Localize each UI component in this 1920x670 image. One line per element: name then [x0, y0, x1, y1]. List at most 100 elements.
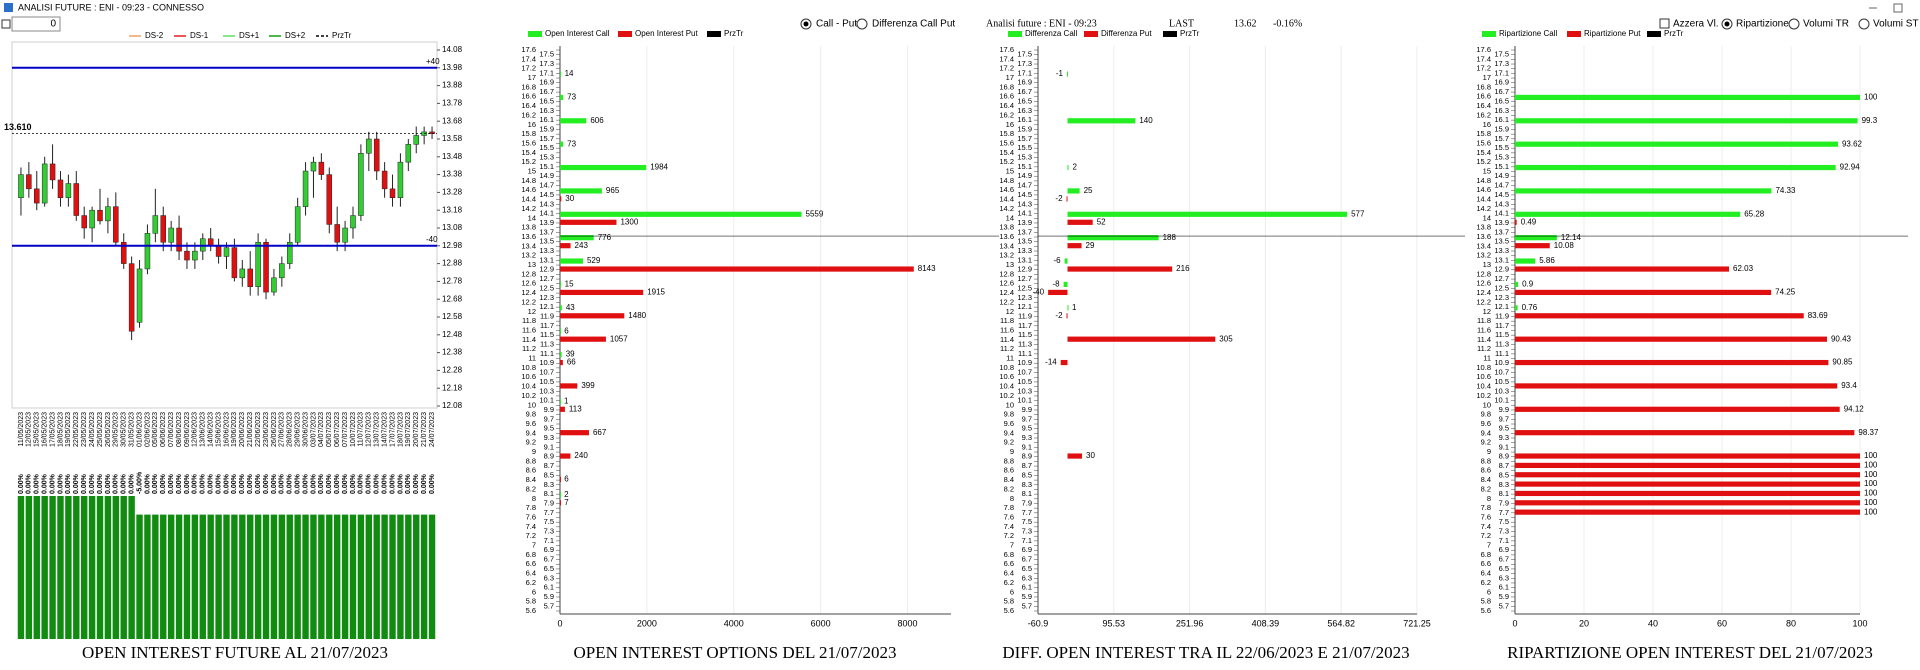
y-tick-label: 10: [528, 400, 536, 409]
radio-volumi-tr[interactable]: [1788, 18, 1800, 30]
maximize-button[interactable]: [1893, 3, 1903, 13]
x-tick-label: 24/05/2023: [89, 412, 96, 447]
oi-bar: [88, 496, 96, 639]
y-tick-label: 14.6: [999, 185, 1014, 194]
value-input[interactable]: [11, 16, 61, 32]
y-tick-label: 15.2: [1476, 157, 1491, 166]
y-tick-label: 12.9: [1494, 265, 1509, 274]
chart-title: OPEN INTEREST OPTIONS DEL 21/07/2023: [574, 643, 897, 662]
y-tick-label: 8.2: [1481, 484, 1491, 493]
y-tick-label: 14: [528, 213, 536, 222]
change-label: 0.00%: [366, 473, 373, 494]
radio-label[interactable]: Call - Put: [816, 19, 857, 30]
radio-label[interactable]: Volumi TR: [1803, 19, 1849, 30]
y-tick-label: 10.2: [999, 391, 1014, 400]
value-label: 93.4: [1841, 381, 1857, 390]
y-tick-label: 12.9: [539, 265, 554, 274]
y-tick-label: 15: [1483, 167, 1491, 176]
y-tick-label: 7.9: [1499, 498, 1509, 507]
change-label: 0.00%: [255, 473, 262, 494]
y-tick-label: 12: [1483, 307, 1491, 316]
x-tick-label: 30/06/2023: [302, 412, 309, 447]
y-tick-label: 9.4: [1481, 428, 1491, 437]
y-tick-label: 15.8: [521, 129, 536, 138]
value-label: 30: [1086, 451, 1095, 460]
y-tick-label: 17.6: [521, 45, 536, 54]
x-tick-label: 15/06/2023: [215, 412, 222, 447]
bar: [1067, 219, 1093, 225]
x-tick-label: -60.9: [1028, 618, 1049, 628]
y-tick-label: 6.2: [526, 578, 536, 587]
y-tick-label: 9.7: [1499, 414, 1509, 423]
y-tick-label: 8.2: [526, 484, 536, 493]
y-tick-label: 15.5: [1017, 143, 1032, 152]
change-label: 0.00%: [26, 473, 33, 494]
y-tick-label: 10.8: [999, 363, 1014, 372]
x-tick-label: 20: [1579, 618, 1589, 628]
x-tick-label: 19/06/2023: [231, 412, 238, 447]
x-tick-label: 30/05/2023: [121, 412, 128, 447]
y-tick-label: 10.7: [1494, 368, 1509, 377]
y-tick-label: 16.4: [521, 101, 536, 110]
change-label: -5.00%: [136, 471, 143, 494]
change-label: 0.00%: [176, 473, 183, 494]
y-tick-label: 10.5: [1017, 377, 1032, 386]
y-tick-label: 8.8: [1004, 456, 1014, 465]
y-tick-label: 12.18: [442, 383, 463, 392]
x-tick-label: 06/07/2023: [334, 412, 341, 447]
y-tick-label: 11.5: [1018, 330, 1032, 339]
checkbox[interactable]: [1, 19, 11, 29]
value-label: 74.33: [1775, 186, 1796, 195]
reset-checkbox[interactable]: [1659, 18, 1670, 29]
candle-body: [294, 206, 301, 243]
y-tick-label: 9.6: [526, 419, 536, 428]
y-tick-label: 14.8: [521, 176, 536, 185]
y-tick-label: 7.1: [1499, 536, 1509, 545]
y-tick-label: 15.9: [1017, 124, 1032, 133]
value-label: 39: [566, 350, 575, 359]
x-tick-label: 26/06/2023: [271, 412, 278, 447]
radio-volumi-st[interactable]: [1858, 18, 1870, 30]
y-tick-label: 13.8: [1476, 223, 1491, 232]
y-tick-label: 5.9: [544, 592, 554, 601]
bar: [1515, 164, 1836, 171]
y-tick-label: 12: [1006, 307, 1014, 316]
oi-bar: [215, 514, 222, 639]
x-tick-label: 95.53: [1103, 618, 1126, 628]
y-tick-label: 13.4: [1476, 241, 1491, 250]
y-tick-label: 13.3: [539, 246, 554, 255]
value-label: 240: [574, 451, 588, 460]
bar: [1515, 266, 1730, 272]
y-tick-label: 15.7: [539, 134, 554, 143]
change-label: 0.00%: [215, 473, 222, 494]
y-tick-label: 16: [1006, 120, 1014, 129]
y-tick-label: 6.3: [1499, 573, 1509, 582]
checkbox-label[interactable]: Azzera Vl.: [1673, 19, 1719, 30]
y-tick-label: 10.9: [1494, 358, 1509, 367]
x-tick-label: 04/07/2023: [318, 412, 325, 447]
y-tick-label: 8.7: [1499, 461, 1509, 470]
change-label: 0.00%: [247, 473, 254, 494]
y-tick-label: 12.3: [1017, 293, 1032, 302]
radio-label[interactable]: Ripartizione: [1736, 19, 1789, 30]
value-label: 100: [1864, 93, 1878, 102]
value-label: 100: [1864, 498, 1878, 507]
y-tick-label: 7.2: [526, 531, 536, 540]
change-label: 0.00%: [263, 473, 270, 494]
y-tick-label: 9: [532, 447, 536, 456]
legend-swatch: [1008, 31, 1022, 37]
radio-diff[interactable]: [856, 18, 868, 30]
y-tick-label: 6.4: [1481, 569, 1491, 578]
y-tick-label: 10.1: [1494, 396, 1509, 405]
y-tick-label: 8.7: [1022, 461, 1032, 470]
radio-label[interactable]: Differenza Call Put: [872, 19, 955, 30]
y-tick-label: 14.4: [1476, 195, 1491, 204]
y-tick-label: 13.48: [442, 152, 463, 161]
candle-body: [120, 241, 127, 264]
x-tick-label: 12/06/2023: [192, 412, 199, 447]
y-tick-label: 15.3: [539, 153, 554, 162]
y-tick-label: 8.5: [544, 470, 554, 479]
value-label: 30: [565, 194, 574, 203]
radio-label[interactable]: Volumi ST: [1873, 19, 1919, 30]
value-input-text[interactable]: 0: [50, 19, 56, 30]
